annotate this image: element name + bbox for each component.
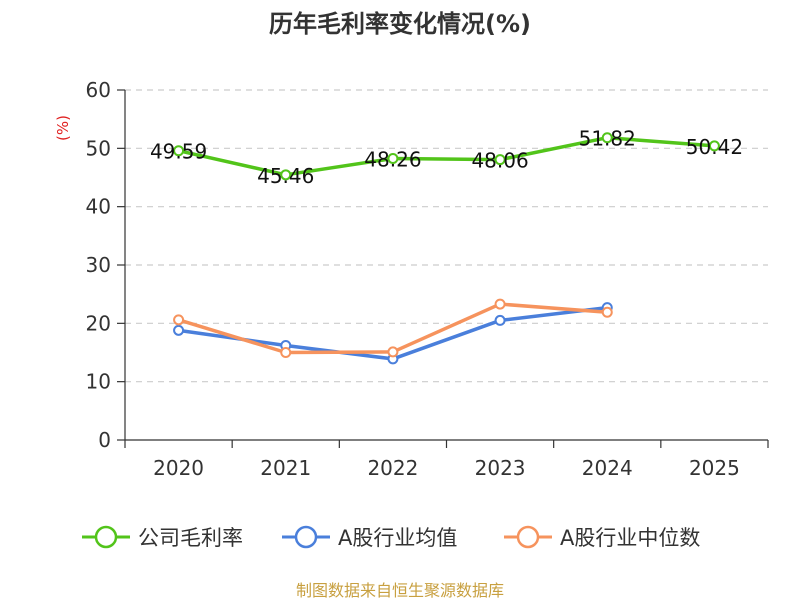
series-lines — [173, 132, 720, 365]
y-tick-label-30: 30 — [86, 253, 111, 277]
legend-swatch-industry-mean — [282, 525, 330, 549]
legend-label-industry-mean: A股行业均值 — [338, 526, 458, 550]
data-label-2021: 45.46 — [257, 164, 314, 188]
x-tick-label-2023: 2023 — [475, 456, 526, 480]
x-tick-label-2020: 2020 — [153, 456, 204, 480]
x-tick-label-2024: 2024 — [582, 456, 633, 480]
legend-label-industry-median: A股行业中位数 — [560, 526, 701, 550]
legend-item-company[interactable]: 公司毛利率 — [82, 520, 243, 554]
data-label-2025: 50.42 — [686, 135, 743, 159]
x-tick-label-2022: 2022 — [367, 456, 418, 480]
series-line-0 — [176, 135, 717, 177]
point-s2-2021[interactable] — [280, 347, 292, 358]
source-note: 制图数据来自恒生聚源数据库 — [295, 581, 504, 600]
data-labels: 49.59 45.46 48.26 48.06 51.82 50.42 — [150, 127, 743, 188]
data-label-2023: 48.06 — [471, 149, 528, 173]
x-tick-label-2025: 2025 — [689, 456, 740, 480]
y-tick-label-10: 10 — [86, 370, 111, 394]
data-label-2024: 51.82 — [579, 127, 636, 151]
legend-item-industry-mean[interactable]: A股行业均值 — [282, 520, 457, 554]
legend-swatch-industry-median — [504, 525, 552, 549]
chart-title: 历年毛利率变化情况(%) — [269, 10, 531, 38]
point-s2-2022[interactable] — [387, 346, 399, 358]
legend: 公司毛利率 A股行业均值 A股行业中位数 — [0, 520, 800, 554]
point-s0-2025[interactable] — [708, 140, 720, 152]
y-tick-label-60: 60 — [86, 78, 111, 102]
y-tick-label-40: 40 — [86, 195, 111, 219]
point-s1-2020[interactable] — [173, 324, 185, 336]
point-s0-2024[interactable] — [601, 132, 613, 144]
legend-item-industry-median[interactable]: A股行业中位数 — [504, 520, 700, 554]
y-axis-label: (%) — [54, 115, 72, 141]
x-tick-label-2021: 2021 — [260, 456, 311, 480]
point-s2-2023[interactable] — [494, 298, 506, 310]
axes: 0 10 20 30 40 50 60 2020 2021 2022 2023 2024 2025 — [86, 78, 769, 480]
series-line-2 — [176, 302, 609, 355]
gridlines — [125, 89, 768, 383]
y-tick-label-50: 50 — [86, 136, 111, 160]
data-label-2022: 48.26 — [364, 147, 421, 171]
y-tick-label-0: 0 — [98, 428, 111, 452]
point-s1-2023[interactable] — [494, 314, 506, 326]
legend-swatch-company — [82, 525, 130, 549]
point-s2-2024[interactable] — [601, 306, 613, 318]
data-label-2020: 49.59 — [150, 140, 207, 164]
legend-label-company: 公司毛利率 — [138, 526, 243, 550]
point-s0-2020[interactable] — [173, 145, 185, 157]
point-s0-2022[interactable] — [387, 152, 399, 164]
y-tick-label-20: 20 — [86, 311, 111, 335]
point-s0-2023[interactable] — [494, 154, 506, 166]
point-s2-2020[interactable] — [173, 314, 185, 326]
point-s0-2021[interactable] — [280, 169, 292, 181]
